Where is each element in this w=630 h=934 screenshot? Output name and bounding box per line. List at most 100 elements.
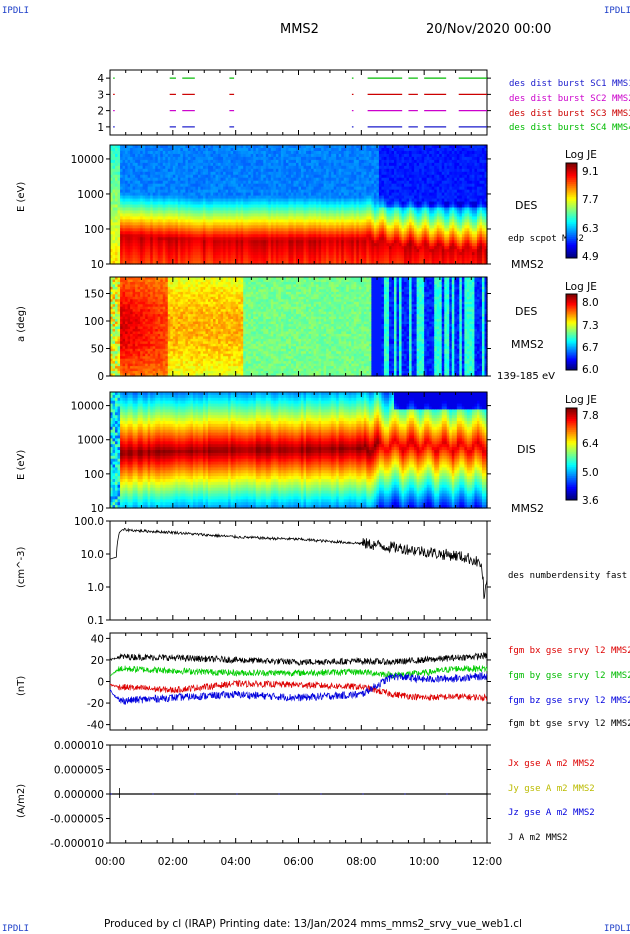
des-energy-spectrogram-cell [172, 195, 176, 200]
des-energy-spectrogram-cell [147, 189, 151, 194]
des-energy-spectrogram-cell [155, 219, 159, 223]
des-energy-spectrogram-cell [157, 159, 161, 164]
des-energy-spectrogram-cell [165, 249, 169, 253]
des-energy-spectrogram-cell [137, 249, 141, 253]
des-energy-spectrogram-cell [157, 213, 161, 218]
des-energy-spectrogram-cell [162, 171, 166, 176]
bfield-legend-bt: fgm bt gse srvy l2 MMS2 [508, 719, 630, 729]
des-energy-spectrogram-cell [120, 192, 124, 197]
des-energy-spectrogram-cell [155, 180, 159, 185]
des-energy-spectrogram-cell [150, 240, 154, 244]
des-energy-spectrogram-cell [160, 183, 164, 188]
des-energy-spectrogram-cell [125, 201, 129, 206]
des-energy-spectrogram-cell [125, 147, 129, 152]
des-energy-spectrogram-cell [115, 240, 119, 244]
des-energy-spectrogram-cell [165, 246, 169, 250]
des-energy-spectrogram-cell [117, 231, 121, 235]
des-energy-spectrogram-cell [167, 216, 171, 220]
des-energy-spectrogram-cell [152, 159, 156, 164]
current-legend-j: J A m2 MMS2 [508, 833, 568, 843]
des-energy-spectrogram-cell [112, 201, 116, 206]
des-energy-spectrogram-cell [117, 210, 121, 215]
des-energy-spectrogram-cell [135, 189, 139, 194]
des-energy-spectrogram-cell [125, 189, 129, 194]
des-energy-spectrogram-cell [137, 171, 141, 176]
des-energy-spectrogram-cell [160, 165, 164, 170]
des-energy-spectrogram-cell [132, 216, 136, 220]
des-energy-spectrogram-cell [125, 195, 129, 200]
des-energy-spectrogram-cell [117, 145, 121, 149]
des-energy-spectrogram-cell [137, 261, 141, 265]
des-energy-spectrogram-cell [135, 213, 139, 218]
des-energy-spectrogram-cell [147, 174, 151, 179]
des-energy-spectrogram-cell [157, 165, 161, 170]
des-energy-spectrogram-cell [130, 240, 134, 244]
des-energy-spectrogram-cell [120, 145, 124, 149]
des-energy-spectrogram-cell [140, 180, 144, 185]
des-energy-spectrogram-cell [145, 243, 149, 247]
des-energy-spectrogram-cell [112, 228, 116, 232]
des-energy-spectrogram-cell [155, 201, 159, 206]
des-energy-spectrogram-cell [110, 147, 114, 152]
des-energy-spectrogram-cell [125, 210, 129, 215]
date-title: 20/Nov/2020 00:00 [426, 22, 552, 37]
des-energy-spectrogram-cell [160, 204, 164, 209]
des-energy-spectrogram-cell [152, 153, 156, 158]
des-energy-spectrogram-cell [150, 231, 154, 235]
des-energy-spectrogram-cell [135, 228, 139, 232]
des-energy-spectrogram-cell [130, 252, 134, 256]
des-energy-spectrogram-cell [140, 159, 144, 164]
des-energy-spectrogram-cell [117, 171, 121, 176]
des-energy-spectrogram-cell [162, 180, 166, 185]
des-energy-spectrogram-cell [137, 222, 141, 226]
des-energy-spectrogram-cell [132, 207, 136, 212]
des-energy-spectrogram-cell [120, 216, 124, 220]
des-energy-spectrogram-cell [132, 210, 136, 215]
des-energy-spectrogram-cell [145, 213, 149, 218]
des-energy-spectrogram-cell [150, 159, 154, 164]
des-energy-spectrogram-cell [155, 147, 159, 152]
des-energy-spectrogram-cell [112, 210, 116, 215]
des-energy-spectrogram-cell [157, 180, 161, 185]
des-energy-spectrogram-cell [137, 162, 141, 167]
des-energy-spectrogram-cell [135, 162, 139, 167]
des-energy-spectrogram-cell [150, 249, 154, 253]
des-energy-spectrogram-cell [137, 258, 141, 262]
des-energy-spectrogram-cell [115, 159, 119, 164]
des-energy-spectrogram-cell [125, 234, 129, 238]
des-energy-spectrogram-cell [165, 171, 169, 176]
des-energy-spectrogram-cell [167, 168, 171, 173]
des-energy-spectrogram-cell [140, 171, 144, 176]
des-energy-spectrogram-cell [172, 156, 176, 161]
des-energy-spectrogram-cell [110, 207, 114, 212]
des-energy-spectrogram-cell [135, 198, 139, 203]
des-energy-spectrogram-cell [147, 255, 151, 259]
des-energy-spectrogram-cell [150, 145, 154, 149]
des-energy-spectrogram-cell [170, 177, 174, 182]
des-energy-spectrogram-cell [110, 171, 114, 176]
des-energy-spectrogram-cell [160, 243, 164, 247]
des-energy-spectrogram-cell [130, 204, 134, 209]
des-energy-spectrogram-cell [155, 252, 159, 256]
des-energy-spectrogram-cell [160, 249, 164, 253]
des-energy-spectrogram-cell [112, 252, 116, 256]
des-energy-spectrogram-cell [122, 177, 126, 182]
des-energy-spectrogram-cell [165, 210, 169, 215]
des-energy-spectrogram-cell [165, 258, 169, 262]
des-energy-spectrogram-cell [125, 180, 129, 185]
des-energy-spectrogram-cell [140, 147, 144, 152]
des-energy-spectrogram-cell [115, 249, 119, 253]
des-energy-spectrogram-cell [170, 258, 174, 262]
des-energy-spectrogram-cell [165, 240, 169, 244]
des-energy-spectrogram-cell [142, 207, 146, 212]
des-energy-spectrogram-cell [115, 210, 119, 215]
des-energy-spectrogram-cell [172, 174, 176, 179]
des-energy-spectrogram-cell [167, 240, 171, 244]
des-energy-spectrogram-cell [117, 246, 121, 250]
des-energy-spectrogram-cell [127, 204, 131, 209]
des-energy-spectrogram-cell [167, 243, 171, 247]
des-energy-spectrogram-cell [162, 237, 166, 241]
des-energy-spectrogram-cell [117, 159, 121, 164]
des-energy-spectrogram-cell [170, 162, 174, 167]
des-energy-spectrogram-cell [142, 165, 146, 170]
